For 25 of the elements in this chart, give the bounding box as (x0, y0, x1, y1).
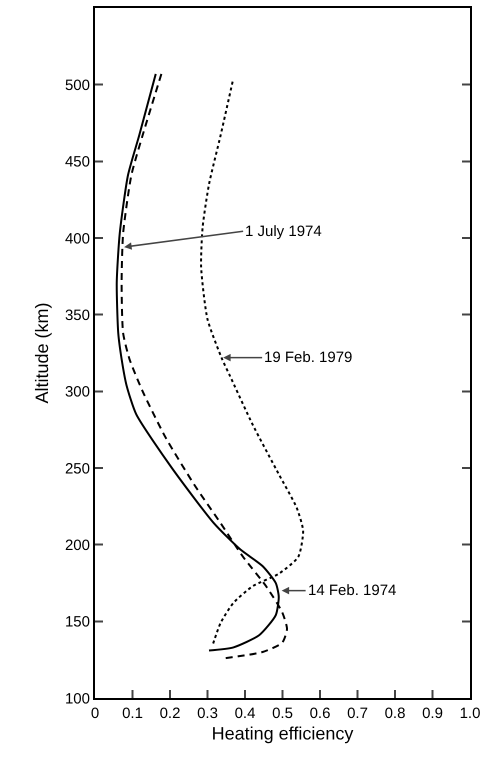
y-tick-label: 450 (64, 154, 90, 171)
x-tick-label: 0.6 (310, 705, 330, 722)
annotation: 19 Feb. 1979 (264, 349, 352, 366)
x-tick-label: 0 (90, 705, 100, 722)
x-tick-label: 0.3 (197, 705, 218, 722)
y-tick-label: 500 (64, 76, 90, 94)
x-tick-label: 0.2 (160, 705, 180, 722)
y-tick-label: 400 (64, 230, 90, 248)
y-tick-label: 100 (64, 690, 90, 708)
y-tick-label: 350 (64, 306, 90, 324)
y-tick-label: 150 (64, 614, 90, 631)
x-tick-label: 0.4 (234, 705, 256, 722)
x-tick-label: 0.5 (272, 705, 293, 722)
y-tick-label: 300 (64, 384, 90, 401)
x-axis-title: Heating efficiency (212, 724, 354, 744)
x-tick-label: 0.9 (422, 705, 443, 722)
x-tick-label: 0.1 (122, 705, 143, 722)
y-tick-label: 250 (64, 460, 90, 478)
x-tick-label: 0.7 (347, 705, 368, 722)
y-axis-title: Altitude (km) (32, 302, 52, 404)
annotation: 1 July 1974 (245, 223, 322, 240)
y-tick-label: 200 (64, 536, 90, 554)
x-tick-label: 1.0 (460, 705, 480, 722)
annotation: 14 Feb. 1974 (308, 582, 396, 599)
x-tick-label: 0.8 (384, 705, 406, 722)
